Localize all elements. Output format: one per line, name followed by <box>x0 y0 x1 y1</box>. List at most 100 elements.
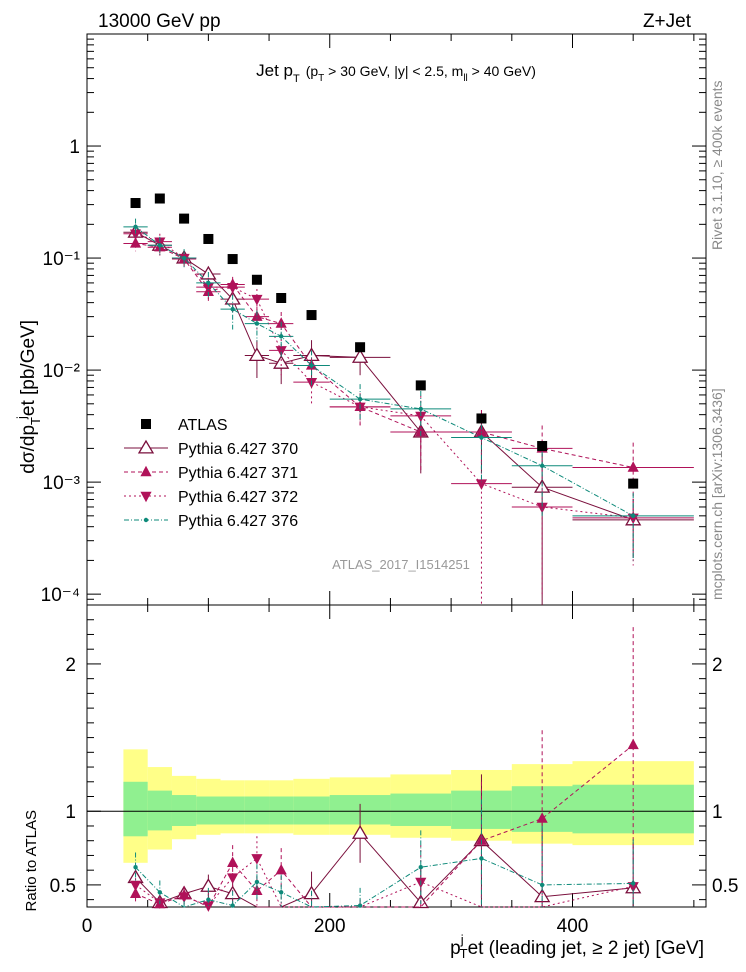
main-point <box>206 280 211 286</box>
main-point <box>202 282 214 294</box>
main-point <box>415 411 427 423</box>
legend-label: Pythia 6.427 370 <box>178 441 298 458</box>
ratio-point <box>129 880 142 892</box>
main-point <box>273 355 290 369</box>
main-point <box>251 294 263 306</box>
legend-entry: Pythia 6.427 372 <box>124 489 298 506</box>
main-y-tick-label: 10⁻⁴ <box>41 585 80 606</box>
mcplots-label: mcplots.cern.ch [arXiv:1306.3436] <box>709 388 725 600</box>
main-point <box>351 349 369 363</box>
main-y-tick-label: 10⁻¹ <box>43 249 81 270</box>
main-point <box>157 243 163 248</box>
ratio-y-tick-label-right: 2 <box>712 655 723 676</box>
x-axis-label-tail: et (leading jet, ≥ 2 jet) [GeV] <box>468 938 704 959</box>
ratio-point <box>278 890 284 895</box>
main-point <box>251 310 263 321</box>
ratio-point <box>539 882 545 888</box>
main-point <box>475 479 488 490</box>
ratio-point <box>275 863 287 875</box>
ratio-series-3 <box>129 836 639 912</box>
ratio-point <box>202 901 214 912</box>
band-inner-bin <box>269 796 294 825</box>
ratio-point <box>206 897 211 902</box>
header-left: 13000 GeV pp <box>98 11 221 32</box>
atlas-data-point <box>179 213 190 224</box>
ratio-point <box>630 881 636 886</box>
legend-marker <box>140 491 152 503</box>
ratio-point <box>251 884 263 895</box>
band-inner-bin <box>390 793 452 826</box>
main-point <box>630 513 636 519</box>
legend: ATLAS Pythia 6.427 370 Pythia 6.427 371 Pyt… <box>124 417 298 530</box>
main-title: Jet pT (pT > 30 GeV, |y| < 2.5, mll > 40 … <box>256 61 536 85</box>
main-title-cond-mid: > 30 GeV, |y| < 2.5, m <box>324 63 463 79</box>
ratio-y-tick-label-right: 0.5 <box>712 876 738 897</box>
main-point <box>479 435 484 440</box>
main-y-label-sup: j <box>14 416 29 420</box>
x-tick-label: 200 <box>314 916 346 937</box>
ratio-y-label: Ratio to ATLAS <box>23 810 40 911</box>
band-inner-bin <box>147 790 172 831</box>
legend-label: ATLAS <box>178 417 228 434</box>
main-point <box>539 463 545 468</box>
ratio-point <box>536 812 548 823</box>
x-tick-label: 0 <box>82 916 93 937</box>
ratio-frame <box>86 604 707 908</box>
ratio-series-4 <box>133 799 636 908</box>
atlas-data-point <box>306 310 317 321</box>
atlas-data-point <box>203 233 214 244</box>
main-point <box>536 502 548 514</box>
main-title-text: Jet p <box>256 61 293 80</box>
main-point <box>154 237 166 248</box>
main-point <box>181 255 187 261</box>
ratio-point <box>479 856 484 861</box>
band-inner-bin <box>171 795 197 826</box>
ratio-point <box>418 865 423 870</box>
main-point <box>309 363 314 368</box>
atlas-data-point <box>276 293 287 304</box>
atlas-data-point <box>537 441 548 452</box>
legend-label: Pythia 6.427 372 <box>178 489 298 506</box>
ratio-y-tick-label: 0.5 <box>50 876 76 897</box>
ratio-series-line <box>135 832 634 908</box>
main-point <box>475 425 488 437</box>
x-axis-label-pre: p <box>450 938 461 959</box>
main-y-tick-label: 1 <box>69 137 80 158</box>
x-axis-label-sup: j <box>460 932 464 947</box>
ratio-point <box>627 738 639 750</box>
main-point <box>418 406 423 412</box>
atlas-data-point <box>227 254 238 265</box>
main-point <box>133 224 138 230</box>
x-axis-label: pj Tet (leading jet, ≥ 2 jet) [GeV] <box>450 932 704 961</box>
legend-label: Pythia 6.427 376 <box>178 513 298 530</box>
main-point <box>254 321 260 326</box>
ratio-y-tick-label: 2 <box>65 655 76 676</box>
band-inner-bin <box>244 796 270 825</box>
main-title-cond-prefix: (p <box>306 63 319 79</box>
atlas-data-point <box>130 198 141 209</box>
ratio-point <box>133 865 138 870</box>
x-tick-label: 400 <box>557 916 589 937</box>
watermark: ATLAS_2017_I1514251 <box>332 557 470 572</box>
main-point <box>627 461 639 472</box>
band-inner-bin <box>293 796 330 825</box>
atlas-data-point <box>154 193 165 204</box>
ratio-point <box>254 879 260 885</box>
main-y-tick-label: 10⁻³ <box>43 473 81 494</box>
legend-entry: Pythia 6.427 370 <box>124 439 298 458</box>
ratio-point <box>251 854 263 865</box>
band-inner-bin <box>220 796 245 825</box>
legend-label: Pythia 6.427 371 <box>178 465 298 482</box>
main-y-label: dσ/dpTjet [pb/GeV] <box>14 320 43 474</box>
main-y-label-tail: et [pb/GeV] <box>18 320 39 416</box>
main-y-label-text: dσ/dp <box>18 425 39 474</box>
reference-atlas-points <box>130 193 639 489</box>
ratio-point <box>227 873 239 884</box>
ratio-series-layer <box>127 627 642 912</box>
legend-marker <box>137 439 155 454</box>
main-point <box>230 306 235 312</box>
ratio-point <box>157 890 163 895</box>
main-title-cond-sub: T <box>318 73 324 84</box>
ratio-point <box>357 903 363 908</box>
